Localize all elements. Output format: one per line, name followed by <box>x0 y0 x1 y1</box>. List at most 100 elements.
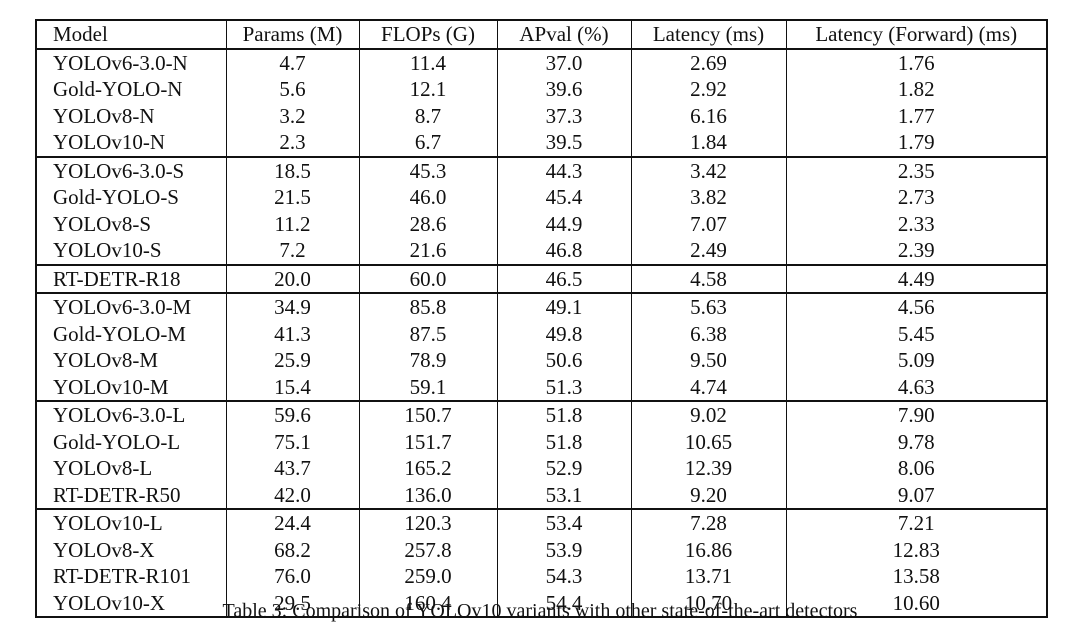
table-row: YOLOv6-3.0-M 34.9 85.8 49.1 5.63 4.56 <box>35 293 1048 321</box>
value-cell: 151.7 <box>358 428 498 455</box>
value-cell: 1.76 <box>785 48 1048 76</box>
value-cell: 29.5 <box>225 589 360 617</box>
value-cell: 2.69 <box>630 48 787 76</box>
table-row: Gold-YOLO-M 41.3 87.5 49.8 6.38 5.45 <box>35 320 1048 347</box>
value-cell: 8.7 <box>358 102 498 129</box>
value-cell: 37.0 <box>496 48 632 76</box>
model-cell: YOLOv6-3.0-N <box>35 48 227 76</box>
value-cell: 8.06 <box>785 455 1048 482</box>
table-row: RT-DETR-R50 42.0 136.0 53.1 9.20 9.07 <box>35 481 1048 509</box>
model-cell: YOLOv6-3.0-S <box>35 156 227 184</box>
value-cell: 50.6 <box>496 347 632 374</box>
model-cell: RT-DETR-R50 <box>35 481 227 509</box>
value-cell: 21.5 <box>225 184 360 211</box>
column-header: Latency (Forward) (ms) <box>785 20 1048 49</box>
value-cell: 15.4 <box>225 373 360 401</box>
value-cell: 10.70 <box>630 589 787 617</box>
value-cell: 4.49 <box>785 264 1048 293</box>
table-row: Gold-YOLO-N 5.6 12.1 39.6 2.92 1.82 <box>35 76 1048 103</box>
value-cell: 54.3 <box>496 563 632 590</box>
table-row: YOLOv6-3.0-L 59.6 150.7 51.8 9.02 7.90 <box>35 401 1048 429</box>
column-header: FLOPs (G) <box>358 20 498 49</box>
column-header: APval (%) <box>496 20 632 49</box>
value-cell: 259.0 <box>358 563 498 590</box>
value-cell: 120.3 <box>358 509 498 537</box>
model-cell: YOLOv8-L <box>35 455 227 482</box>
value-cell: 34.9 <box>225 293 360 321</box>
value-cell: 20.0 <box>225 264 360 293</box>
caption: Table 3: Comparison of YOLOv10 variants … <box>222 600 858 622</box>
value-cell: 25.9 <box>225 347 360 374</box>
value-cell: 12.1 <box>358 76 498 103</box>
value-cell: 4.56 <box>785 293 1048 321</box>
table-row: YOLOv10-X 29.5 160.4 54.4 10.70 10.60 <box>35 589 1048 617</box>
value-cell: 28.6 <box>358 210 498 237</box>
value-cell: 53.9 <box>496 536 632 563</box>
value-cell: 6.38 <box>630 320 787 347</box>
value-cell: 51.8 <box>496 401 632 429</box>
value-cell: 76.0 <box>225 563 360 590</box>
value-cell: 52.9 <box>496 455 632 482</box>
value-cell: 37.3 <box>496 102 632 129</box>
header-row: Model Params (M) FLOPs (G) APval (%) Latency… <box>35 20 1048 49</box>
model-cell: YOLOv8-X <box>35 536 227 563</box>
value-cell: 1.82 <box>785 76 1048 103</box>
value-cell: 11.4 <box>358 48 498 76</box>
value-cell: 4.74 <box>630 373 787 401</box>
table-row: YOLOv8-L 43.7 165.2 52.9 12.39 8.06 <box>35 455 1048 482</box>
value-cell: 59.6 <box>225 401 360 429</box>
value-cell: 16.86 <box>630 536 787 563</box>
value-cell: 13.71 <box>630 563 787 590</box>
model-cell: YOLOv8-N <box>35 102 227 129</box>
value-cell: 12.83 <box>785 536 1048 563</box>
row-group: YOLOv10-L 24.4 120.3 53.4 7.28 7.21 YOLOv8-X 68… <box>35 509 1048 617</box>
row-group: YOLOv6-3.0-S 18.5 45.3 44.3 3.42 2.35 Gold-YOL… <box>35 156 1048 265</box>
value-cell: 3.2 <box>225 102 360 129</box>
model-cell: YOLOv10-M <box>35 373 227 401</box>
value-cell: 49.1 <box>496 293 632 321</box>
value-cell: 5.6 <box>225 76 360 103</box>
value-cell: 54.4 <box>496 589 632 617</box>
value-cell: 12.39 <box>630 455 787 482</box>
value-cell: 9.02 <box>630 401 787 429</box>
row-group: YOLOv6-3.0-L 59.6 150.7 51.8 9.02 7.90 Gold-YO… <box>35 401 1048 509</box>
table-row: YOLOv8-N 3.2 8.7 37.3 6.16 1.77 <box>35 102 1048 129</box>
model-cell: YOLOv6-3.0-L <box>35 401 227 429</box>
row-group: YOLOv6-3.0-N 4.7 11.4 37.0 2.69 1.76 Gold-YOLO… <box>35 48 1048 157</box>
value-cell: 2.33 <box>785 210 1048 237</box>
row-group: YOLOv6-3.0-M 34.9 85.8 49.1 5.63 4.56 Gold-YOL… <box>35 293 1048 401</box>
table-row: YOLOv10-M 15.4 59.1 51.3 4.74 4.63 <box>35 373 1048 401</box>
value-cell: 1.79 <box>785 129 1048 157</box>
model-cell: Gold-YOLO-M <box>35 320 227 347</box>
value-cell: 136.0 <box>358 481 498 509</box>
table-row: YOLOv6-3.0-N 4.7 11.4 37.0 2.69 1.76 <box>35 48 1048 76</box>
value-cell: 6.7 <box>358 129 498 157</box>
value-cell: 165.2 <box>358 455 498 482</box>
value-cell: 51.3 <box>496 373 632 401</box>
value-cell: 24.4 <box>225 509 360 537</box>
model-cell: YOLOv8-M <box>35 347 227 374</box>
value-cell: 51.8 <box>496 428 632 455</box>
value-cell: 4.63 <box>785 373 1048 401</box>
model-cell: YOLOv10-L <box>35 509 227 537</box>
value-cell: 46.0 <box>358 184 498 211</box>
model-cell: YOLOv10-S <box>35 237 227 265</box>
table-row: YOLOv8-X 68.2 257.8 53.9 16.86 12.83 <box>35 536 1048 563</box>
table-row: YOLOv8-S 11.2 28.6 44.9 7.07 2.33 <box>35 210 1048 237</box>
value-cell: 68.2 <box>225 536 360 563</box>
value-cell: 9.07 <box>785 481 1048 509</box>
value-cell: 9.50 <box>630 347 787 374</box>
value-cell: 53.1 <box>496 481 632 509</box>
model-cell: YOLOv6-3.0-M <box>35 293 227 321</box>
value-cell: 39.5 <box>496 129 632 157</box>
value-cell: 4.7 <box>225 48 360 76</box>
model-cell: Gold-YOLO-S <box>35 184 227 211</box>
table-row: YOLOv6-3.0-S 18.5 45.3 44.3 3.42 2.35 <box>35 156 1048 184</box>
value-cell: 2.35 <box>785 156 1048 184</box>
value-cell: 2.92 <box>630 76 787 103</box>
value-cell: 5.45 <box>785 320 1048 347</box>
value-cell: 53.4 <box>496 509 632 537</box>
value-cell: 46.8 <box>496 237 632 265</box>
value-cell: 3.42 <box>630 156 787 184</box>
table-row: RT-DETR-R101 76.0 259.0 54.3 13.71 13.58 <box>35 563 1048 590</box>
